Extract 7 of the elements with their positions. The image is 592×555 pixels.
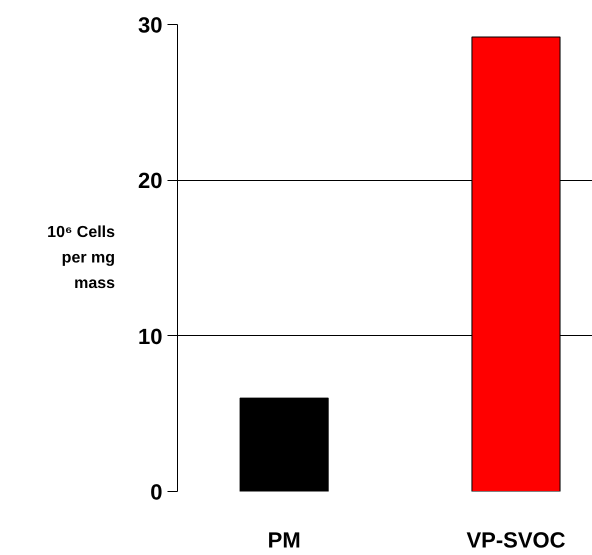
y-axis-title: 10⁶ Cells per mg mass — [47, 224, 116, 292]
x-tick-label: PM — [268, 528, 301, 552]
y-tick-label: 30 — [138, 12, 163, 38]
y-tick-label: 10 — [138, 324, 163, 349]
y-tick-label: 0 — [150, 480, 163, 504]
y-tick-label: 20 — [138, 168, 163, 194]
x-tick-label: VP-SVOC — [466, 528, 566, 552]
